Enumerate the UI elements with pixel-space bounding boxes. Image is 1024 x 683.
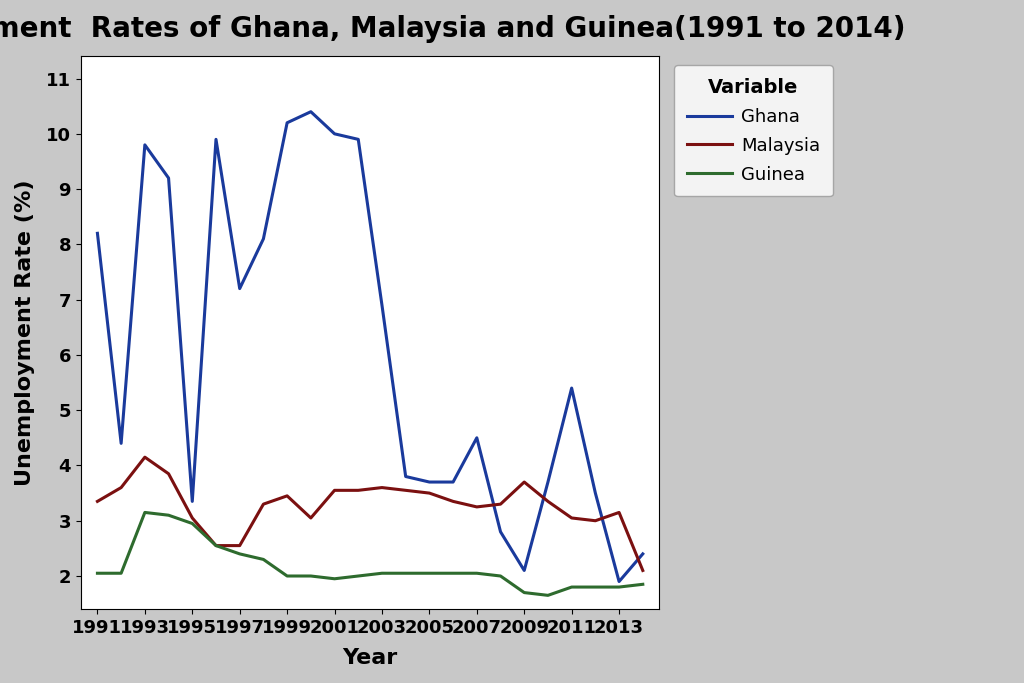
Guinea <box>471 569 483 577</box>
Guinea <box>423 569 435 577</box>
Guinea <box>518 589 530 597</box>
Malaysia <box>138 453 151 461</box>
Malaysia <box>210 542 222 550</box>
Title: Unemployment  Rates of Ghana, Malaysia and Guinea(1991 to 2014): Unemployment Rates of Ghana, Malaysia an… <box>0 15 906 43</box>
Ghana <box>138 141 151 149</box>
Ghana <box>589 489 601 497</box>
Guinea <box>329 574 341 583</box>
Guinea <box>257 555 269 563</box>
Malaysia <box>115 484 127 492</box>
Guinea <box>115 569 127 577</box>
Malaysia <box>352 486 365 494</box>
Malaysia <box>305 514 317 522</box>
Ghana <box>495 528 507 536</box>
Ghana <box>257 235 269 243</box>
Guinea <box>542 591 554 600</box>
Guinea <box>281 572 293 580</box>
Guinea <box>186 519 199 527</box>
Ghana <box>446 478 459 486</box>
Malaysia <box>257 500 269 508</box>
Guinea <box>91 569 103 577</box>
Guinea <box>233 550 246 558</box>
Ghana <box>163 174 175 182</box>
Ghana <box>376 301 388 309</box>
Malaysia <box>495 500 507 508</box>
Malaysia <box>281 492 293 500</box>
Guinea <box>446 569 459 577</box>
Guinea <box>305 572 317 580</box>
Guinea <box>376 569 388 577</box>
Ghana <box>233 285 246 293</box>
Ghana <box>637 550 649 558</box>
Ghana <box>518 566 530 574</box>
Ghana <box>613 577 626 585</box>
Malaysia <box>446 497 459 505</box>
Malaysia <box>163 470 175 478</box>
Malaysia <box>542 497 554 505</box>
Guinea <box>163 511 175 519</box>
Malaysia <box>186 514 199 522</box>
Ghana <box>305 108 317 116</box>
Guinea <box>589 583 601 591</box>
Guinea <box>613 583 626 591</box>
Malaysia <box>423 489 435 497</box>
Guinea <box>399 569 412 577</box>
Line: Guinea: Guinea <box>97 512 643 596</box>
Malaysia <box>233 542 246 550</box>
Malaysia <box>399 486 412 494</box>
Malaysia <box>613 508 626 516</box>
Line: Ghana: Ghana <box>97 112 643 581</box>
Ghana <box>352 135 365 143</box>
Malaysia <box>471 503 483 511</box>
Malaysia <box>376 484 388 492</box>
X-axis label: Year: Year <box>342 648 397 668</box>
Ghana <box>210 135 222 143</box>
Guinea <box>138 508 151 516</box>
Guinea <box>210 542 222 550</box>
Malaysia <box>637 566 649 574</box>
Ghana <box>186 497 199 505</box>
Guinea <box>352 572 365 580</box>
Ghana <box>281 119 293 127</box>
Malaysia <box>565 514 578 522</box>
Line: Malaysia: Malaysia <box>97 457 643 570</box>
Legend: Ghana, Malaysia, Guinea: Ghana, Malaysia, Guinea <box>674 66 833 196</box>
Ghana <box>542 478 554 486</box>
Guinea <box>637 580 649 588</box>
Ghana <box>399 473 412 481</box>
Guinea <box>495 572 507 580</box>
Ghana <box>565 384 578 392</box>
Y-axis label: Unemployment Rate (%): Unemployment Rate (%) <box>15 180 35 486</box>
Malaysia <box>329 486 341 494</box>
Ghana <box>329 130 341 138</box>
Ghana <box>115 439 127 447</box>
Ghana <box>471 434 483 442</box>
Ghana <box>423 478 435 486</box>
Malaysia <box>91 497 103 505</box>
Guinea <box>565 583 578 591</box>
Malaysia <box>518 478 530 486</box>
Ghana <box>91 229 103 238</box>
Malaysia <box>589 516 601 525</box>
